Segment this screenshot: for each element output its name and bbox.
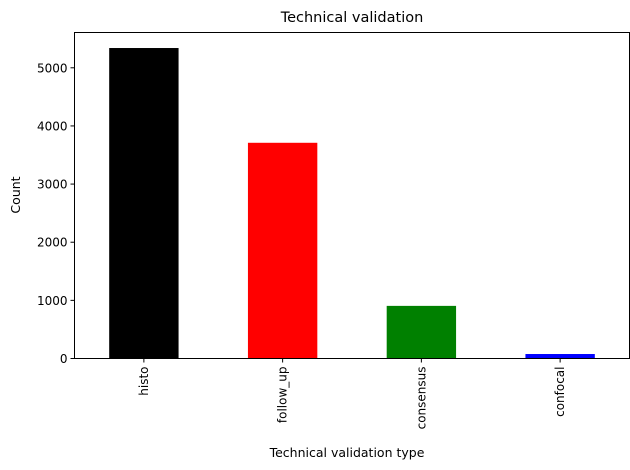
y-tick-label-3000: 3000 <box>37 178 68 192</box>
x-axis-label: Technical validation type <box>269 445 425 460</box>
x-tick-label-follow_up: follow_up <box>276 367 290 424</box>
bar-consensus <box>386 305 457 359</box>
y-tick-label-2000: 2000 <box>37 236 68 250</box>
bar-histo <box>109 48 179 359</box>
y-tick-label-0: 0 <box>60 352 68 366</box>
y-tick-label-1000: 1000 <box>37 294 68 308</box>
bars-group <box>109 48 595 359</box>
x-tick-label-histo: histo <box>137 367 151 396</box>
x-axis: histo follow_up consensus confocal <box>137 358 567 430</box>
x-tick-label-consensus: consensus <box>414 367 428 430</box>
bar-follow_up <box>247 142 318 359</box>
y-tick-label-4000: 4000 <box>37 119 68 133</box>
y-axis-label: Count <box>8 176 23 213</box>
x-tick-label-confocal: confocal <box>553 367 567 417</box>
chart-title: Technical validation <box>280 10 424 26</box>
y-axis: 0 1000 2000 3000 4000 5000 <box>37 61 75 366</box>
bar-confocal <box>525 354 595 359</box>
y-tick-label-5000: 5000 <box>37 61 68 75</box>
